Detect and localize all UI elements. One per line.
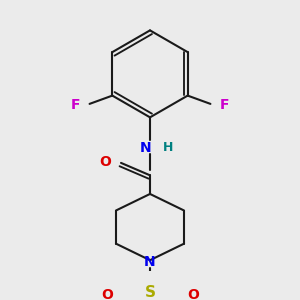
Text: O: O — [101, 288, 113, 300]
Text: H: H — [162, 141, 173, 154]
Text: N: N — [144, 255, 156, 269]
Text: S: S — [145, 285, 155, 300]
Text: F: F — [71, 98, 80, 112]
Text: N: N — [140, 141, 152, 155]
Text: F: F — [220, 98, 229, 112]
Text: O: O — [99, 155, 111, 169]
Text: O: O — [187, 288, 199, 300]
